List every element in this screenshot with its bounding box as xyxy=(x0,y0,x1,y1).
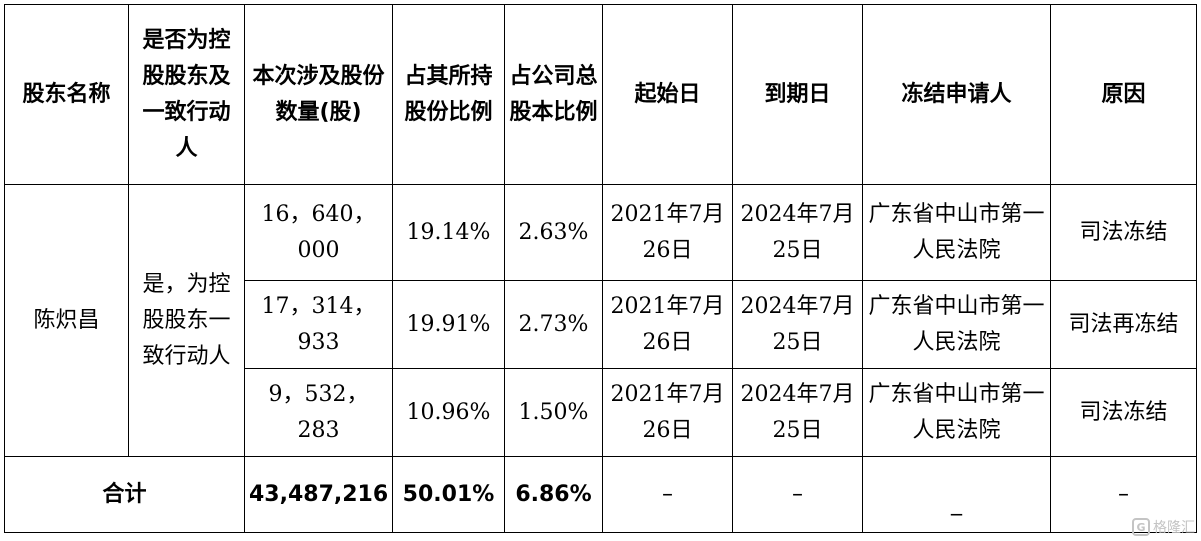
total-end-date: – xyxy=(732,456,863,533)
start-date-cell: 2021年7月26日 xyxy=(602,280,733,369)
header-shareholder-name: 股东名称 xyxy=(4,4,129,185)
total-pct-held: 50.01% xyxy=(392,456,505,533)
shareholder-name-cell: 陈炽昌 xyxy=(4,184,129,457)
share-freeze-table: 股东名称 是否为控股股东及一致行动人 本次涉及股份数量(股) 占其所持股份比例 … xyxy=(4,4,1197,533)
total-start-date: – xyxy=(602,456,733,533)
header-pct-of-total-capital: 占公司总股本比例 xyxy=(504,4,603,185)
start-date-cell: 2021年7月26日 xyxy=(602,184,733,281)
header-controlling-relation: 是否为控股股东及一致行动人 xyxy=(128,4,245,185)
header-pct-of-holding: 占其所持股份比例 xyxy=(392,4,505,185)
header-reason: 原因 xyxy=(1050,4,1197,185)
pct-held-cell: 19.91% xyxy=(392,280,505,369)
start-date-cell: 2021年7月26日 xyxy=(602,368,733,457)
shares-cell: 9，532，283 xyxy=(244,368,393,457)
total-pct-total: 6.86% xyxy=(504,456,603,533)
watermark-text: 格隆汇 xyxy=(1153,520,1195,536)
pct-total-cell: 2.63% xyxy=(504,184,603,281)
table-row: 17，314，933 19.91% 2.73% 2021年7月26日 2024年… xyxy=(5,280,1197,369)
applicant-cell: 广东省中山市第一人民法院 xyxy=(862,280,1051,369)
total-label: 合计 xyxy=(4,456,245,533)
total-reason: – xyxy=(1050,456,1197,533)
watermark: G 格隆汇 xyxy=(1132,517,1195,537)
header-shares-involved: 本次涉及股份数量(股) xyxy=(244,4,393,185)
total-shares: 43,487,216 xyxy=(244,456,393,533)
header-freeze-applicant: 冻结申请人 xyxy=(862,4,1051,185)
applicant-cell: 广东省中山市第一人民法院 xyxy=(862,184,1051,281)
end-date-cell: 2024年7月25日 xyxy=(732,280,863,369)
header-end-date: 到期日 xyxy=(732,4,863,185)
total-row: 合计 43,487,216 50.01% 6.86% – – _ – xyxy=(4,456,1197,533)
end-date-cell: 2024年7月25日 xyxy=(732,368,863,457)
shares-cell: 16，640，000 xyxy=(244,184,393,281)
reason-cell: 司法冻结 xyxy=(1050,184,1197,281)
header-start-date: 起始日 xyxy=(602,4,733,185)
pct-total-cell: 2.73% xyxy=(504,280,603,369)
header-row: 股东名称 是否为控股股东及一致行动人 本次涉及股份数量(股) 占其所持股份比例 … xyxy=(4,4,1197,185)
end-date-cell: 2024年7月25日 xyxy=(732,184,863,281)
pct-held-cell: 19.14% xyxy=(392,184,505,281)
reason-cell: 司法冻结 xyxy=(1050,368,1197,457)
relation-cell: 是，为控股股东一致行动人 xyxy=(128,184,245,457)
applicant-cell: 广东省中山市第一人民法院 xyxy=(862,368,1051,457)
total-applicant: _ xyxy=(862,456,1051,533)
pct-held-cell: 10.96% xyxy=(392,368,505,457)
shares-cell: 17，314，933 xyxy=(244,280,393,369)
reason-cell: 司法再冻结 xyxy=(1050,280,1197,369)
pct-total-cell: 1.50% xyxy=(504,368,603,457)
table-row: 陈炽昌 是，为控股股东一致行动人 16，640，000 19.14% 2.63%… xyxy=(4,184,1197,457)
gelonghui-logo-icon: G xyxy=(1132,518,1150,536)
